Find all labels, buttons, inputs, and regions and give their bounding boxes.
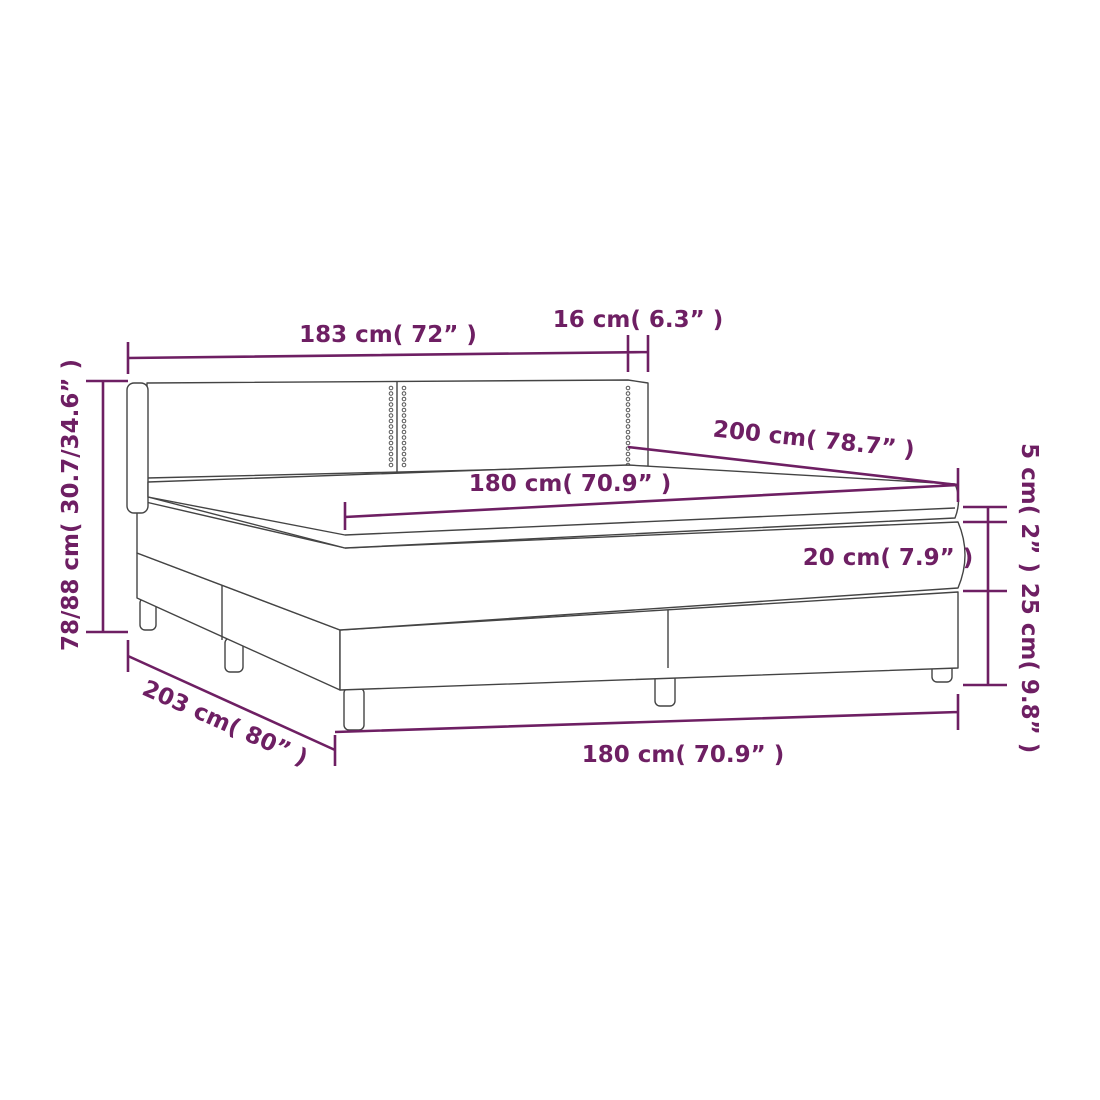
stitch-dot [401, 402, 407, 407]
topper-height-label: 5 cm( 2” ) [1016, 443, 1042, 573]
total-length-label: 203 cm( 80” ) [138, 676, 311, 772]
stitch-dot [388, 407, 394, 413]
mattress-width-line [343, 483, 959, 530]
headboard-stitching [388, 385, 631, 468]
height-breakdown-line [963, 505, 1007, 687]
headboard-left-wing [126, 382, 149, 514]
stitch-dot [401, 424, 407, 429]
leg [343, 687, 365, 731]
headboard-width-label: 183 cm( 72” ) [299, 322, 477, 348]
base-front [339, 591, 959, 691]
stitch-dot [401, 440, 407, 446]
base-height-label: 25 cm( 9.8” ) [1016, 583, 1042, 754]
stitch-dot [625, 451, 631, 457]
stitch-dot [388, 391, 394, 396]
mattress-width-label: 180 cm( 70.9” ) [469, 471, 672, 497]
stitch-dot [401, 435, 407, 440]
length-top-label: 200 cm( 78.7” ) [712, 417, 916, 464]
base-width-line [334, 694, 960, 734]
stitch-dot [401, 413, 407, 418]
stitch-dot [401, 462, 407, 468]
stitch-dot [625, 413, 631, 418]
stitch-dot [388, 451, 394, 457]
stitch-dot [625, 402, 631, 407]
total-height-line [86, 379, 128, 634]
stitch-dot [625, 396, 631, 402]
stitch-dot [625, 418, 631, 424]
stitch-dot [401, 385, 407, 391]
stitch-dot [401, 418, 407, 424]
stitch-dot [388, 429, 394, 435]
stitch-dot [401, 396, 407, 402]
headboard-width-line [126, 335, 650, 374]
stitch-dot [388, 424, 394, 429]
mattress [136, 499, 966, 631]
stitch-dot [388, 402, 394, 407]
stitch-dot [401, 457, 407, 462]
stitch-dot [625, 435, 631, 440]
stitch-dot [625, 391, 631, 396]
stitch-dot [388, 396, 394, 402]
stitch-dot [401, 451, 407, 457]
stitch-dot [401, 429, 407, 435]
total-length-line [126, 640, 337, 766]
stitch-dot [388, 440, 394, 446]
stitch-dot [625, 457, 631, 462]
stitch-dot [625, 429, 631, 435]
headboard-depth-label: 16 cm( 6.3” ) [553, 307, 724, 333]
stitch-dot [388, 457, 394, 462]
stitch-dot [388, 385, 394, 391]
stitch-dot [401, 446, 407, 451]
stitch-dot [625, 440, 631, 446]
stitch-dot [625, 424, 631, 429]
stitch-dot [625, 385, 631, 391]
topper-edge [147, 496, 956, 536]
stitch-dot [388, 413, 394, 418]
stitch-dot [401, 391, 407, 396]
stitch-dot [388, 446, 394, 451]
dimension-lines [86, 335, 1007, 766]
stitch-dot [388, 435, 394, 440]
total-height-label: 78/88 cm( 30.7/34.6” ) [58, 359, 84, 651]
mattress-height-label: 20 cm( 7.9” ) [803, 545, 974, 571]
stitch-dot [388, 462, 394, 468]
stitch-dot [625, 407, 631, 413]
base-width-label: 180 cm( 70.9” ) [582, 742, 785, 768]
stitch-dot [388, 418, 394, 424]
stitch-dot [401, 407, 407, 413]
